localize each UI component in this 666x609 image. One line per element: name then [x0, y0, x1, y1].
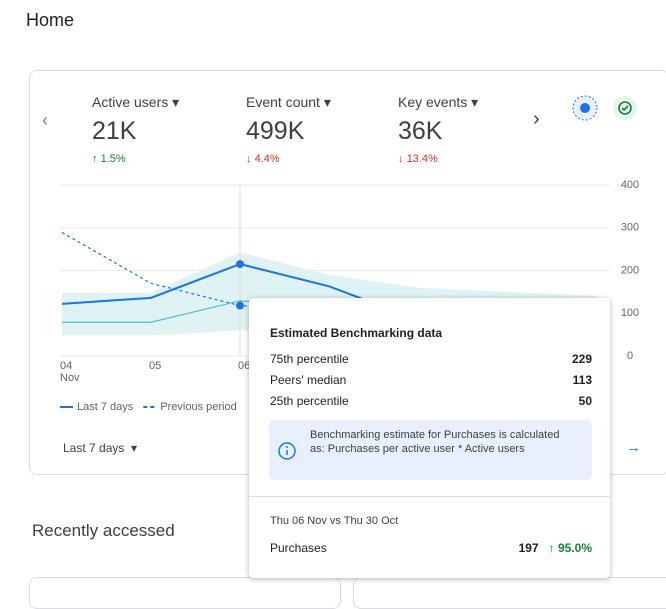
y-tick-label: 400: [621, 179, 639, 191]
row-label: 75th percentile: [270, 352, 349, 366]
check-mark: [621, 105, 629, 112]
metric-label[interactable]: Event count ▾: [246, 94, 331, 111]
x-tick-label: 05: [149, 360, 161, 372]
dropdown-caret: ▾: [168, 94, 180, 110]
page-title: Home: [26, 10, 75, 30]
divider: [249, 496, 610, 497]
section-title: Recently accessed: [32, 521, 175, 540]
benchmark-row: Peers' median 113: [270, 373, 592, 387]
metric-label[interactable]: Active users ▾: [92, 94, 179, 111]
prev-button[interactable]: ‹: [42, 110, 48, 130]
metric-change: ↑ 1.5%: [92, 153, 126, 165]
metric-label[interactable]: Key events ▾: [398, 94, 478, 111]
x-sublabel: Nov: [60, 372, 80, 384]
row-value: 50: [578, 394, 592, 408]
tooltip: Estimated Benchmarking data 75th percent…: [249, 298, 610, 578]
metric-label-text: Event count: [246, 94, 320, 110]
page: Home ‹ › Active users ▾ 21K ↑ 1.5% Event co…: [26, 10, 666, 609]
metric-label-text: Key events: [398, 94, 468, 110]
y-tick-label: 300: [621, 222, 639, 234]
change-value: 4.4%: [254, 153, 280, 165]
date-range-selector[interactable]: Last 7 days ▾: [63, 441, 138, 455]
next-button[interactable]: ›: [533, 108, 540, 130]
y-tick-label: 100: [621, 307, 639, 319]
metric-value: 36K: [398, 117, 443, 145]
metric-value: 499K: [246, 117, 305, 145]
card-icons: [572, 95, 637, 121]
row-value: 229: [571, 352, 592, 366]
x-tick-label: 04: [60, 360, 72, 372]
arrow: ↓: [398, 153, 407, 165]
info-icon: [278, 442, 296, 460]
hover-dot: [236, 301, 244, 310]
tooltip-title: Estimated Benchmarking data: [270, 326, 443, 340]
legend-label[interactable]: Previous period: [160, 401, 236, 413]
metric-value: 197: [518, 541, 539, 555]
recent-card[interactable]: [353, 577, 666, 609]
metric-label: Purchases: [270, 541, 327, 555]
y-tick-label: 200: [621, 264, 639, 276]
change-value: 13.4%: [406, 153, 438, 165]
x-tick-label: 06: [238, 360, 250, 372]
info-text: Benchmarking estimate for Purchases is c…: [310, 429, 560, 455]
metric-change: ↓ 4.4%: [246, 153, 280, 165]
y-tick-label: 0: [627, 350, 633, 362]
arrow: ↑: [92, 153, 101, 165]
view-report-arrow[interactable]: →: [626, 439, 641, 456]
arrow: ↓: [246, 153, 255, 165]
check-ring: [618, 101, 632, 115]
dropdown-caret: ▾: [319, 94, 331, 110]
metric-label-text: Active users: [92, 94, 169, 110]
info-box: Benchmarking estimate for Purchases is c…: [269, 420, 592, 480]
comparison: Thu 06 Nov vs Thu 30 Oct: [270, 515, 399, 527]
benchmark-row: 25th percentile 50: [270, 394, 592, 408]
row-label: Peers' median: [270, 373, 347, 387]
legend-label[interactable]: Last 7 days: [77, 401, 134, 413]
benchmark-row: 75th percentile 229: [270, 352, 592, 366]
date-range: Last 7 days: [63, 441, 125, 455]
hover-dot: [236, 260, 244, 269]
metric-change: ↓ 13.4%: [398, 153, 438, 165]
recent-card[interactable]: [29, 577, 341, 609]
badge-core: [580, 103, 590, 113]
metric-change: 95.0%: [557, 541, 592, 555]
change-value: 1.5%: [100, 153, 126, 165]
metric-row: Purchases 197 ↑ 95.0%: [270, 541, 592, 555]
row-value: 113: [572, 373, 592, 387]
metric-value: 21K: [92, 117, 137, 145]
dropdown-caret: ▾: [467, 94, 479, 110]
row-label: 25th percentile: [270, 394, 349, 408]
